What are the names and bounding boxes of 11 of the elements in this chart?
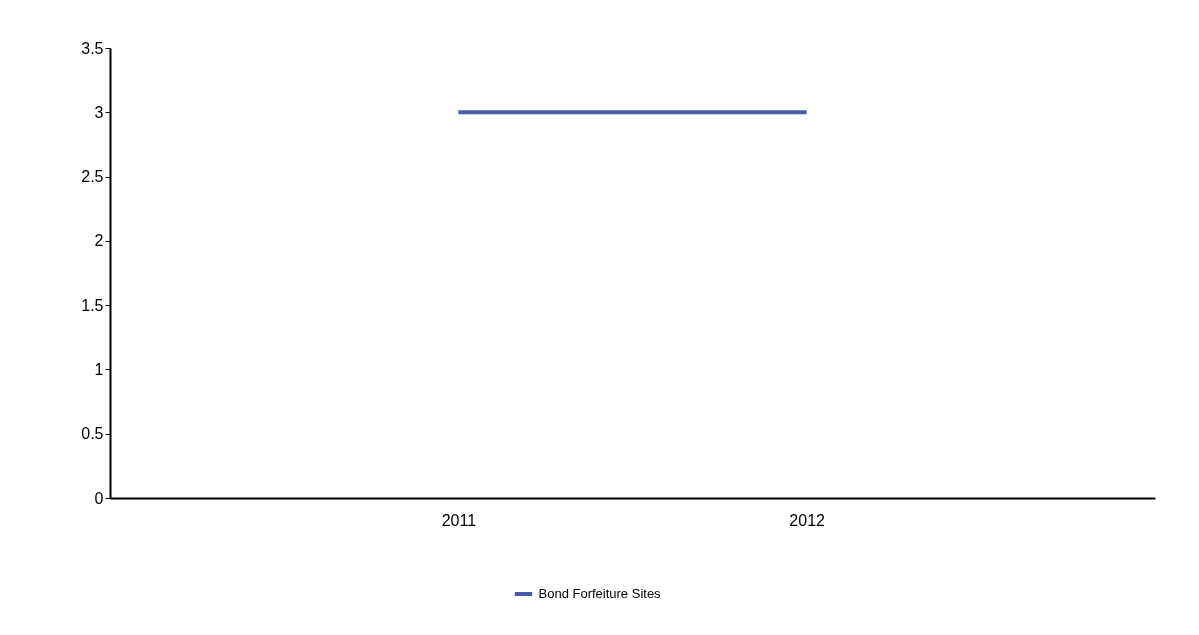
legend-label: Bond Forfeiture Sites [538, 586, 662, 601]
y-tick-label: 1 [94, 360, 104, 378]
y-tick-label: 0.5 [81, 425, 104, 443]
y-tick-label: 3.5 [81, 39, 104, 57]
y-tick-label: 1.5 [81, 296, 104, 314]
y-tick-label: 3 [94, 103, 104, 121]
x-tick-label: 2011 [441, 511, 477, 529]
y-tick-label: 2.5 [81, 168, 104, 186]
y-tick-label: 2 [94, 232, 104, 250]
x-tick-label: 2012 [789, 511, 826, 529]
y-tick-label: 0 [94, 489, 104, 507]
